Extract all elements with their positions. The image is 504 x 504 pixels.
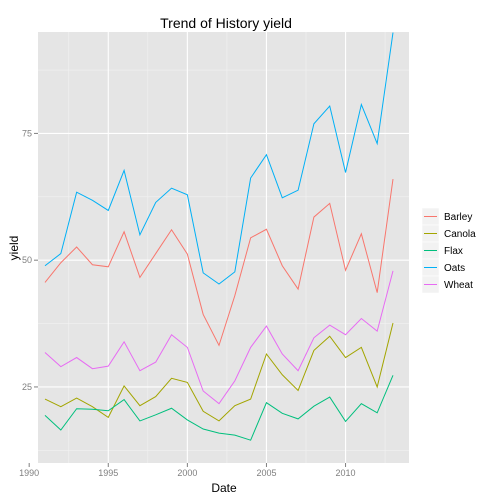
y-axis-ticks: 25 50 75 [22, 128, 38, 392]
y-tick-label: 25 [22, 382, 32, 392]
y-tick-label: 50 [22, 255, 32, 265]
series-line-oats [44, 32, 394, 285]
x-tick-label: 1995 [98, 468, 118, 478]
series-lines [44, 32, 394, 441]
legend-label-wheat: Wheat [444, 280, 473, 291]
chart-title: Trend of History yield [160, 15, 292, 31]
major-gridlines [28, 32, 409, 463]
x-tick-label: 2005 [256, 468, 276, 478]
x-tick-label: 1990 [19, 468, 39, 478]
legend-label-flax: Flax [444, 246, 463, 257]
legend: Barley Canola Flax Oats Wheat [421, 207, 476, 294]
legend-label-canola: Canola [444, 229, 476, 240]
x-tick-label: 2000 [177, 468, 197, 478]
y-tick-label: 75 [22, 128, 32, 138]
series-line-canola [44, 322, 394, 422]
plot-panel [38, 32, 409, 463]
x-axis-ticks: 1990 1995 2000 2005 2010 [19, 463, 356, 478]
series-line-wheat [44, 270, 394, 405]
y-axis-title: yield [7, 236, 21, 261]
legend-label-barley: Barley [444, 212, 472, 223]
x-axis-title: Date [211, 481, 237, 495]
minor-gridlines [38, 32, 409, 463]
series-line-barley [44, 178, 394, 347]
series-line-flax [44, 375, 394, 441]
legend-label-oats: Oats [444, 263, 465, 274]
x-tick-label: 2010 [336, 468, 356, 478]
